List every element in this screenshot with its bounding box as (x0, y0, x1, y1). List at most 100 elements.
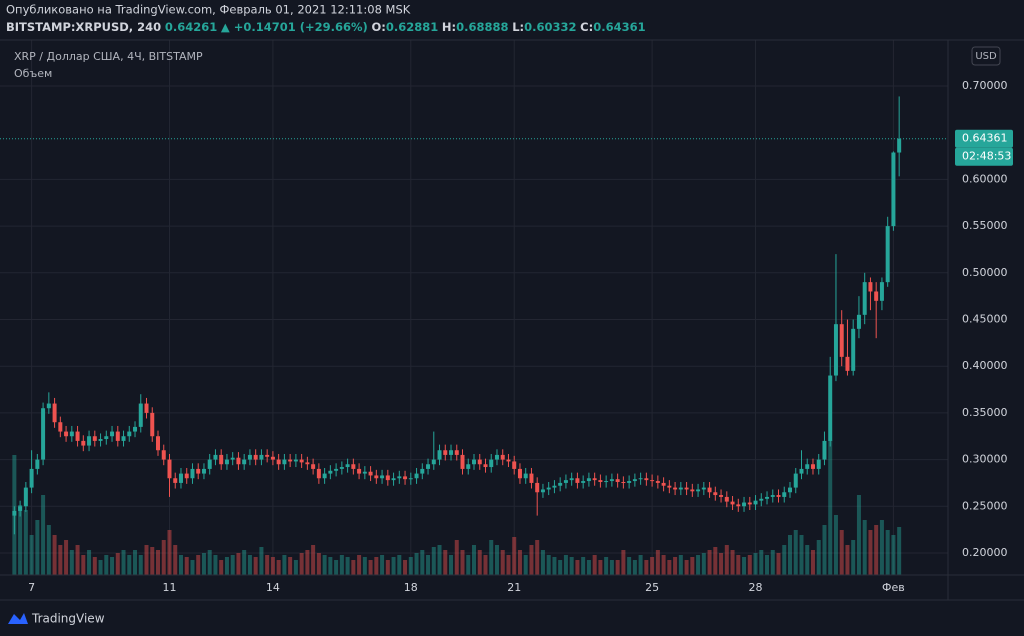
candle-body (64, 431, 69, 437)
candle-body (494, 454, 499, 460)
candle-body (650, 480, 655, 482)
candle-body (765, 496, 770, 499)
volume-bar (293, 560, 298, 575)
y-tick-label: 0.45000 (962, 312, 1008, 325)
ohlc-value: 0.62881 (386, 20, 438, 34)
published-line: Опубликовано на TradingView.com, Февраль… (6, 3, 411, 17)
volume-bar (328, 557, 333, 575)
volume-bar (638, 555, 643, 575)
candle-body (69, 431, 74, 437)
logo-text[interactable]: TradingView (31, 612, 105, 626)
volume-bar (512, 537, 517, 575)
volume-bar (110, 557, 115, 575)
volume-bar (58, 545, 63, 575)
x-tick-label: Фев (882, 581, 905, 594)
candle-body (253, 454, 258, 460)
volume-bar (357, 555, 362, 575)
volume-bar (592, 555, 597, 575)
candle-body (736, 504, 741, 507)
candle-body (426, 464, 431, 469)
candle-body (374, 475, 379, 479)
ohlc-label: L: (512, 20, 524, 34)
candle-body (805, 464, 810, 469)
x-tick-label: 18 (404, 581, 418, 594)
candle-body (322, 473, 327, 479)
currency-label: USD (975, 51, 997, 62)
plot-area (0, 40, 948, 575)
volume-bar (92, 557, 97, 575)
candle-body (517, 468, 522, 479)
volume-bar (345, 557, 350, 575)
candle-body (357, 468, 362, 474)
candle-body (724, 496, 729, 502)
candle-body (316, 468, 321, 479)
volume-bar (477, 550, 482, 575)
volume-bar (69, 550, 74, 575)
volume-bar (426, 555, 431, 575)
volume-bar (253, 557, 258, 575)
candle-body (644, 478, 649, 481)
candle-body (46, 403, 51, 409)
volume-bar (35, 520, 40, 575)
volume-bar (770, 550, 775, 575)
candle-body (897, 138, 902, 153)
volume-bar (454, 540, 459, 575)
candle-body (391, 478, 396, 481)
candle-body (816, 459, 821, 469)
volume-bar (822, 525, 827, 575)
volume-bar (322, 555, 327, 575)
candle-body (219, 454, 224, 465)
volume-bar (517, 550, 522, 575)
currency-button[interactable] (971, 46, 1001, 66)
volume-bar (236, 553, 241, 575)
volume-bar (862, 520, 867, 575)
volume-bar (782, 545, 787, 575)
candle-body (713, 492, 718, 496)
candle-body (575, 478, 580, 483)
ohlc-value: 0.68888 (456, 20, 508, 34)
legend-title: XRP / Доллар США, 4Ч, BITSTAMP (14, 50, 203, 63)
volume-bar (845, 545, 850, 575)
candle-body (604, 481, 609, 483)
candle-body (408, 478, 413, 480)
volume-bar (730, 550, 735, 575)
candle-body (173, 478, 178, 483)
x-tick-label: 7 (28, 581, 35, 594)
y-tick-label: 0.50000 (962, 266, 1008, 279)
candle-body (707, 487, 712, 493)
ohlc-value: 0.64361 (593, 20, 645, 34)
candle-body (259, 454, 264, 460)
volume-bar (799, 535, 804, 575)
candle-body (178, 473, 183, 483)
candle-body (552, 485, 557, 488)
y-tick-label: 0.70000 (962, 79, 1008, 92)
volume-bar (891, 535, 896, 575)
candle-body (833, 324, 838, 376)
volume-bar (29, 535, 34, 575)
volume-bar (483, 555, 488, 575)
volume-bar (793, 530, 798, 575)
candle-body (667, 485, 672, 488)
candle-body (420, 468, 425, 474)
volume-bar (265, 555, 270, 575)
volume-bar (184, 557, 189, 575)
volume-bar (546, 555, 551, 575)
volume-bar (523, 555, 528, 575)
candle-body (385, 475, 390, 481)
candle-body (115, 431, 120, 441)
volume-bar (259, 547, 264, 575)
candle-body (759, 498, 764, 501)
x-tick-label: 25 (645, 581, 659, 594)
candle-body (535, 482, 540, 493)
candle-body (753, 500, 758, 505)
candle-body (621, 481, 626, 483)
volume-bar (632, 560, 637, 575)
candle-body (879, 282, 884, 301)
volume-bar (104, 555, 109, 575)
candle-body (431, 459, 436, 465)
candle-body (184, 473, 189, 479)
candle-body (282, 459, 287, 465)
candle-body (609, 479, 614, 482)
x-tick-label: 28 (749, 581, 763, 594)
